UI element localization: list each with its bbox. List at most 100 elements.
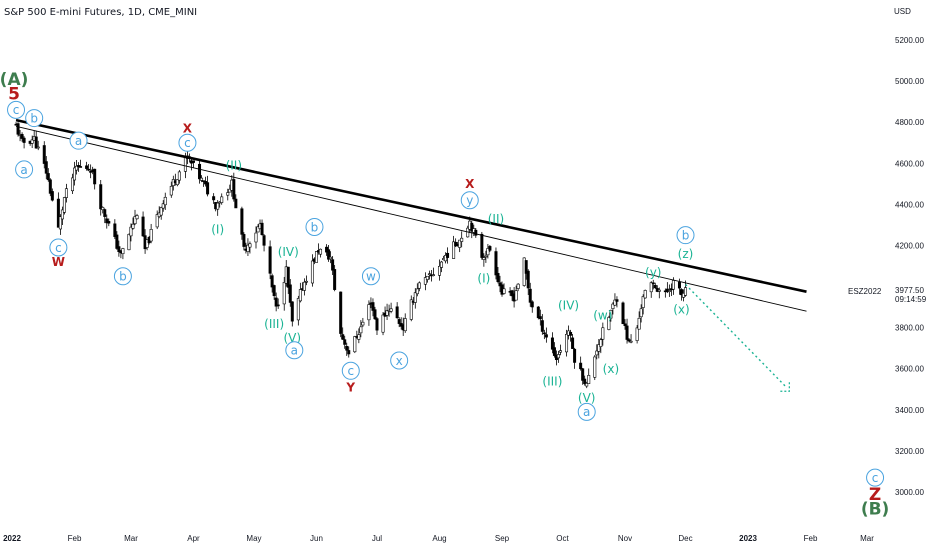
wave-label: c	[7, 100, 26, 119]
candle-body	[649, 282, 653, 293]
candle-body	[579, 362, 583, 370]
time-tick-label: 2022	[3, 534, 21, 543]
wave-label-circle	[7, 100, 26, 119]
candle-body	[242, 234, 246, 247]
candle-body	[296, 298, 300, 321]
wave-label: W	[52, 255, 65, 269]
wave-label-text: c	[184, 136, 191, 150]
price-tick-label: 3600.00	[895, 365, 924, 374]
candle-body	[444, 255, 448, 262]
candle-body	[16, 123, 20, 135]
candle-body	[367, 304, 371, 321]
candle-body	[331, 259, 335, 271]
candle-body	[262, 235, 266, 246]
candle-body	[587, 375, 591, 384]
candle-body	[329, 256, 333, 260]
candle-body	[565, 334, 569, 353]
candle-body	[417, 282, 421, 289]
candle-body	[117, 246, 121, 252]
wave-label-circle	[341, 361, 360, 380]
candle-body	[232, 179, 236, 200]
price-tick-label: 3400.00	[895, 406, 924, 415]
candle-body	[643, 290, 647, 299]
candle-body	[302, 281, 306, 291]
wave-label-circle	[676, 226, 695, 245]
wave-label-text: c	[872, 471, 879, 485]
wave-label-text: (III)	[264, 317, 284, 331]
candle-body	[679, 289, 683, 296]
candle-body	[341, 334, 345, 340]
candle-body	[200, 177, 204, 181]
wave-label: (IV)	[278, 245, 299, 259]
candle-body	[627, 339, 631, 342]
candle-body	[310, 260, 314, 284]
candle-body	[121, 248, 125, 255]
wave-label: w	[361, 267, 380, 286]
candle-body	[206, 182, 210, 195]
price-axis[interactable]: 5200.00 5000.00 4800.00 4600.00 4400.00 4200.…	[895, 36, 924, 497]
candle-body	[254, 232, 258, 243]
candle-body	[585, 383, 589, 387]
candle-body	[58, 216, 62, 230]
candle-body	[637, 317, 641, 330]
candle-body	[516, 283, 520, 289]
candle-body	[536, 306, 540, 319]
candle-body	[60, 209, 64, 220]
projection-arrow	[780, 382, 790, 392]
chart-title: S&P 500 E-mini Futures, 1D, CME_MINI	[4, 7, 198, 18]
candle-body	[93, 168, 97, 185]
candle-body	[113, 223, 117, 237]
time-tick-label: Apr	[187, 534, 200, 543]
candle-body	[62, 197, 66, 213]
wave-label: (V)	[578, 391, 596, 405]
wave-label-circle	[49, 238, 68, 257]
candle-body	[177, 171, 181, 181]
candle-body	[256, 226, 260, 233]
wave-label-text: b	[30, 111, 38, 125]
candle-body	[494, 251, 498, 276]
time-axis[interactable]: 2022 Feb Mar Apr May Jun Jul Aug Sep Oct Nov Dec 202…	[3, 534, 874, 543]
wave-label: X	[183, 122, 193, 136]
candle-body	[397, 319, 401, 324]
candle-body	[163, 196, 167, 206]
wave-label-text: a	[583, 405, 590, 419]
candle-body	[569, 331, 573, 336]
candle-body	[502, 288, 506, 294]
candle-body	[403, 318, 407, 332]
price-tick-label: 5000.00	[895, 77, 924, 86]
candle-body	[75, 165, 79, 171]
candle-body	[593, 356, 597, 378]
candle-body	[510, 290, 514, 297]
wave-label-circle	[390, 351, 409, 370]
candle-body	[486, 248, 490, 256]
price-tick-label: 4400.00	[895, 200, 924, 209]
wave-label-text: (III)	[542, 374, 562, 388]
wave-label: c	[341, 361, 360, 380]
candle-body	[288, 284, 292, 303]
candle-body	[395, 306, 399, 319]
candle-body	[440, 261, 444, 268]
wave-label: (III)	[264, 317, 284, 331]
time-tick-label: Oct	[556, 534, 569, 543]
candle-body	[371, 302, 375, 311]
candle-body	[343, 339, 347, 345]
candle-body	[528, 288, 532, 303]
wave-label: a	[577, 402, 596, 421]
wave-label-text: (A)	[0, 70, 28, 90]
wave-label-text: b	[119, 270, 127, 284]
candle-body	[514, 290, 518, 301]
wave-label: (III)	[542, 374, 562, 388]
wave-label: (II)	[488, 212, 504, 226]
wave-label-text: (I)	[211, 222, 224, 236]
candle-body	[375, 318, 379, 331]
wave-label-text: y	[466, 194, 473, 208]
trendline-lower	[15, 125, 807, 312]
candle-body	[629, 340, 633, 343]
candle-body	[611, 303, 615, 309]
time-tick-label: Aug	[432, 534, 446, 543]
wave-label: c	[178, 133, 197, 152]
candle-body	[409, 299, 413, 320]
candle-body	[635, 327, 639, 341]
